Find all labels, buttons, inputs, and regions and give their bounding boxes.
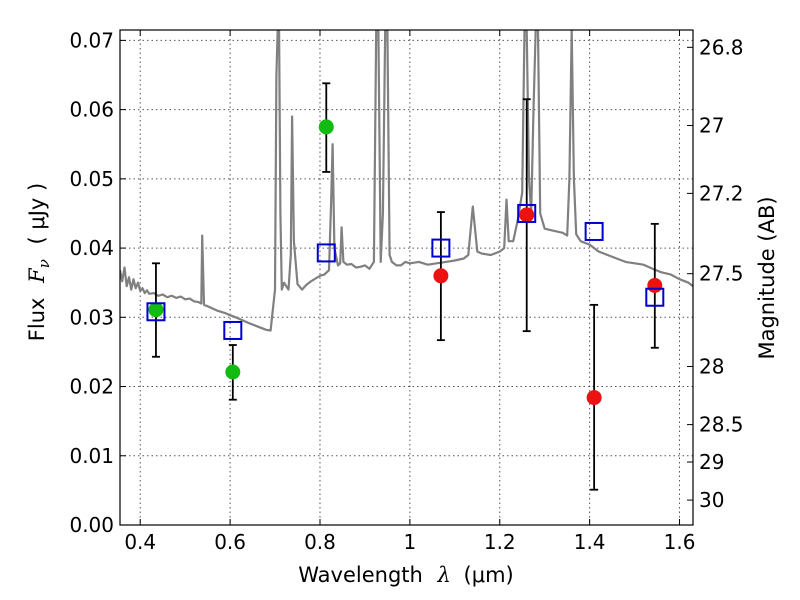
- observed-red-point: [647, 277, 663, 293]
- y-tick-label: 0.02: [69, 375, 114, 399]
- model-square-marker: [645, 287, 665, 307]
- right-tick-label: 28: [699, 354, 724, 378]
- x-tick-label: 1.6: [664, 530, 696, 554]
- model-square-marker: [223, 320, 243, 340]
- grid: [120, 30, 693, 525]
- right-tick-label: 27: [699, 114, 724, 138]
- data-markers: [146, 119, 665, 406]
- plot-frame: [119, 29, 694, 526]
- y-tick-label: 0.06: [69, 98, 114, 122]
- right-tick-label: 26.8: [699, 35, 744, 59]
- y-axis-label: Flux Fν ( μJy ): [25, 183, 54, 341]
- y-tick-label: 0.05: [69, 167, 114, 191]
- template-spectrum-layer: [120, 30, 693, 332]
- y-tick-label: 0.03: [69, 305, 114, 329]
- x-tick-label: 1.4: [574, 530, 606, 554]
- right-tick-label: 30: [699, 488, 724, 512]
- x-tick-label: 0.8: [304, 530, 336, 554]
- model-square-marker: [146, 302, 166, 322]
- x-axis-label: Wavelength λ (μm): [298, 563, 513, 587]
- observed-red-point: [586, 390, 602, 406]
- right-tick-label: 28.5: [699, 413, 744, 437]
- model-square-marker: [517, 203, 537, 223]
- observed-red-point: [519, 207, 535, 223]
- right-tick-label: 29: [699, 450, 724, 474]
- ticks: 0.4 0.6 0.8 1 1.2 1.4 1.6 0.00 0.01 0.02 0.03 0.04 0…: [69, 28, 743, 554]
- y-tick-label: 0.04: [69, 236, 114, 260]
- right-tick-label: 27.2: [699, 181, 744, 205]
- observed-green-point: [318, 119, 334, 135]
- x-tick-label: 1.2: [484, 530, 516, 554]
- x-tick-label: 0.6: [214, 530, 246, 554]
- y-tick-label: 0.07: [69, 28, 114, 52]
- observed-green-point: [225, 364, 241, 380]
- observed-green-point: [148, 302, 164, 318]
- template-spectrum-line: [120, 30, 693, 332]
- x-tick-label: 0.4: [124, 530, 156, 554]
- model-square-marker: [584, 221, 604, 241]
- right-tick-label: 27.5: [699, 262, 744, 286]
- y-tick-label: 0.01: [69, 444, 114, 468]
- x-tick-label: 1: [404, 530, 417, 554]
- y-tick-label: 0.00: [69, 513, 114, 537]
- model-square-marker: [431, 238, 451, 258]
- observed-red-point: [433, 268, 449, 284]
- model-square-marker: [316, 243, 336, 263]
- y-axis-right-label: Magnitude (AB): [755, 196, 779, 359]
